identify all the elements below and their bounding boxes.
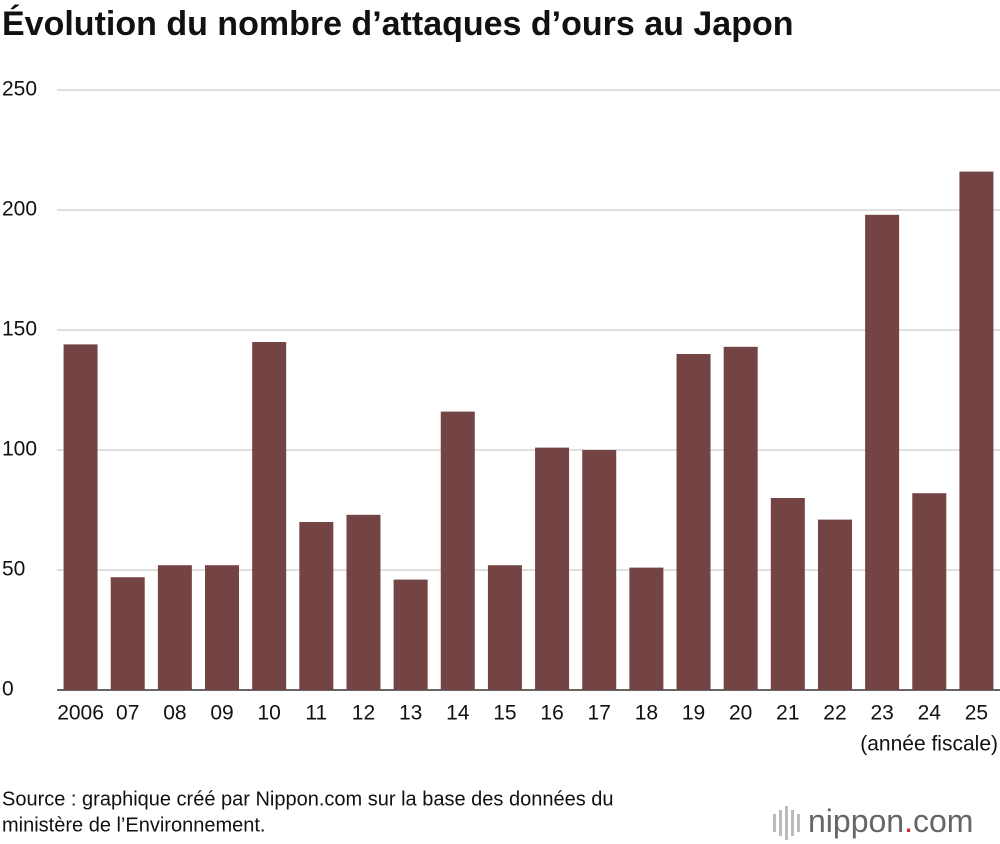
y-tick-label: 0 [2,678,14,701]
bar [865,214,900,691]
y-tick-label: 200 [2,198,37,221]
x-tick-label: 22 [823,702,846,725]
bar [205,565,240,690]
x-tick-label: 25 [965,702,988,725]
logo-name: nippon [808,803,904,839]
x-tick-label: 07 [116,702,139,725]
bar [110,577,145,690]
y-tick-label: 50 [2,558,25,581]
bar [440,411,475,690]
logo-icon [773,806,800,840]
chart-title: Évolution du nombre d’attaques d’ours au… [2,5,794,43]
y-tick-label: 100 [2,438,37,461]
bar [63,344,98,690]
logo: nippon.com [808,803,973,839]
source-line: Source : graphique créé par Nippon.com s… [2,788,614,810]
y-tick-label: 150 [2,318,37,341]
x-tick-label: 18 [635,702,658,725]
bar [770,498,805,690]
x-tick-label: 2006 [57,702,104,725]
x-tick-label: 12 [352,702,375,725]
source-line: ministère de l’Environnement. [2,814,265,836]
x-tick-label: 20 [729,702,752,725]
x-tick-label: 24 [918,702,942,725]
x-tick-label: 13 [399,702,422,725]
bar [346,514,381,690]
bar [629,567,664,690]
x-tick-label: 16 [540,702,563,725]
x-tick-label: 15 [493,702,516,725]
bar [157,565,192,690]
logo-suffix: com [913,803,973,839]
logo-dot: . [904,803,913,839]
x-tick-label: 23 [870,702,893,725]
bar [582,450,617,690]
bar [723,346,758,690]
bar [676,354,711,690]
bar [535,447,570,690]
bar [299,522,334,690]
x-tick-label: 21 [776,702,799,725]
bar [959,171,994,691]
x-tick-label: 19 [682,702,705,725]
bar [817,519,852,690]
bar [487,565,522,690]
x-tick-label: 17 [588,702,611,725]
x-axis-label: (année fiscale) [860,733,998,756]
bar [252,342,287,690]
x-tick-label: 08 [163,702,186,725]
x-tick-label: 14 [446,702,470,725]
bar [393,579,428,690]
x-tick-label: 11 [305,702,327,725]
y-tick-label: 250 [2,78,37,101]
x-tick-label: 10 [257,702,280,725]
bar [912,493,947,690]
x-tick-label: 09 [210,702,233,725]
